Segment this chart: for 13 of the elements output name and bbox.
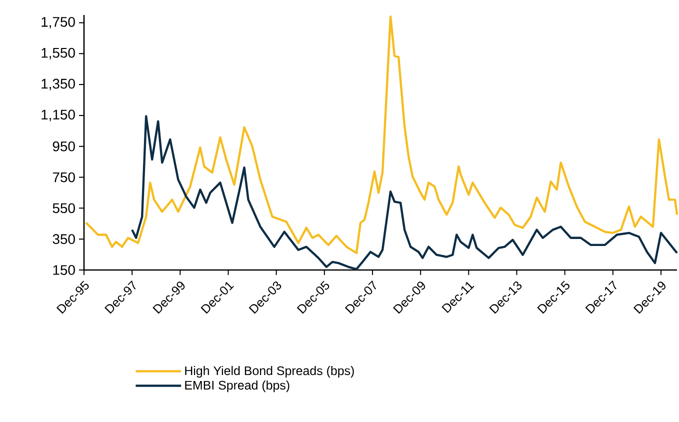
line-series xyxy=(84,15,678,254)
y-tick-label: 350 xyxy=(52,234,75,244)
y-tick-label: 550 xyxy=(52,203,75,214)
y-tick-label: 1,350 xyxy=(42,78,75,90)
y-tick-label: 750 xyxy=(52,172,75,182)
legend-label: EMBI Spread (bps) xyxy=(185,380,290,392)
y-tick-label: 1,750 xyxy=(42,16,75,28)
y-tick-label: 150 xyxy=(53,265,75,275)
line-series xyxy=(130,115,678,270)
y-tick-label: 1,550 xyxy=(42,48,75,60)
y-tick-label: 1,150 xyxy=(42,110,75,122)
legend-label: High Yield Bond Spreads (bps) xyxy=(185,366,354,378)
y-tick-label: 950 xyxy=(52,141,75,152)
